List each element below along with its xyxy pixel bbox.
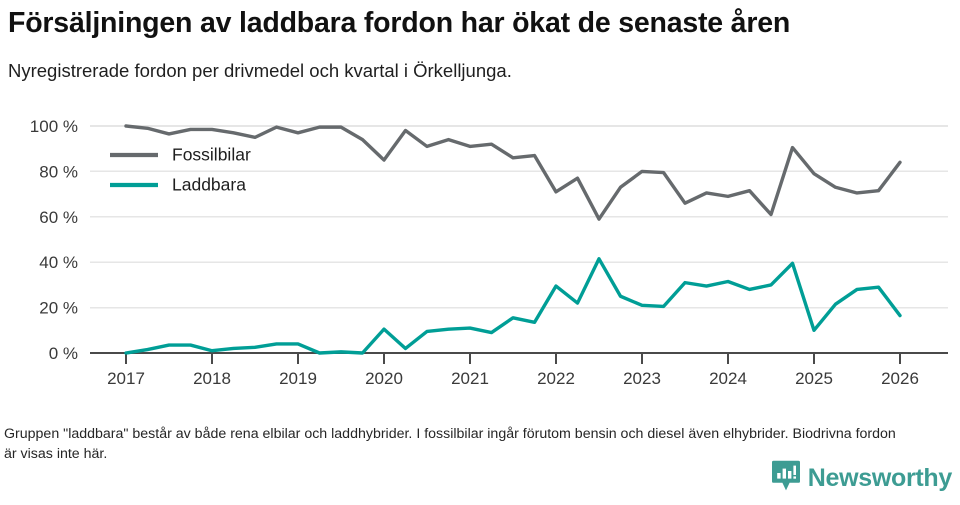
x-axis-tick-label: 2023	[623, 369, 661, 388]
x-axis-tick-label: 2024	[709, 369, 747, 388]
x-axis-tick-label: 2022	[537, 369, 575, 388]
chart-subtitle: Nyregistrerade fordon per drivmedel och …	[8, 59, 512, 81]
y-axis-tick-label: 100 %	[30, 117, 78, 136]
logo-wordmark: Newsworthy	[807, 464, 953, 492]
chart-legend: Fossilbilar Laddbara	[110, 145, 251, 195]
y-axis-labels: 0 % 20 % 40 % 60 % 80 % 100 %	[30, 117, 78, 363]
line-chart: 0 % 20 % 40 % 60 % 80 % 100 % 2017 2018 2019 202…	[0, 108, 960, 400]
page-title: Försäljningen av laddbara fordon har öka…	[8, 7, 791, 39]
x-axis-tick-label: 2020	[365, 369, 403, 388]
x-axis-tick-label: 2019	[279, 369, 317, 388]
data-series	[124, 124, 902, 355]
x-axis-tick-label: 2018	[193, 369, 231, 388]
y-axis-tick-label: 80 %	[39, 162, 78, 181]
x-axis-tick-label: 2021	[451, 369, 489, 388]
y-axis-tick-label: 40 %	[39, 253, 78, 272]
chart-header: Försäljningen av laddbara fordon har öka…	[0, 0, 960, 82]
chart-canvas: 0 % 20 % 40 % 60 % 80 % 100 % 2017 2018 2019 202…	[30, 117, 948, 388]
y-axis-tick-label: 60 %	[39, 208, 78, 227]
legend-label-fossilbilar: Fossilbilar	[172, 145, 251, 165]
x-axis-tick-label: 2025	[795, 369, 833, 388]
x-axis-ticks	[125, 353, 901, 364]
x-axis-labels: 2017 2018 2019 2020 2021 2022 2023 2024 2025 2026	[107, 369, 919, 388]
y-axis-tick-label: 20 %	[39, 299, 78, 318]
newsworthy-logo: Newsworthy	[771, 460, 952, 497]
grid-lines	[90, 125, 948, 355]
series-line-fossilbilar	[124, 124, 902, 221]
chart-footnote: Gruppen "laddbara" består av både rena e…	[4, 426, 896, 462]
chart-pin-icon	[771, 460, 801, 497]
y-axis-tick-label: 0 %	[49, 344, 78, 363]
x-axis-tick-label: 2017	[107, 369, 145, 388]
series-line-laddbara	[124, 257, 902, 355]
legend-label-laddbara: Laddbara	[172, 175, 246, 195]
x-axis-tick-label: 2026	[881, 369, 919, 388]
